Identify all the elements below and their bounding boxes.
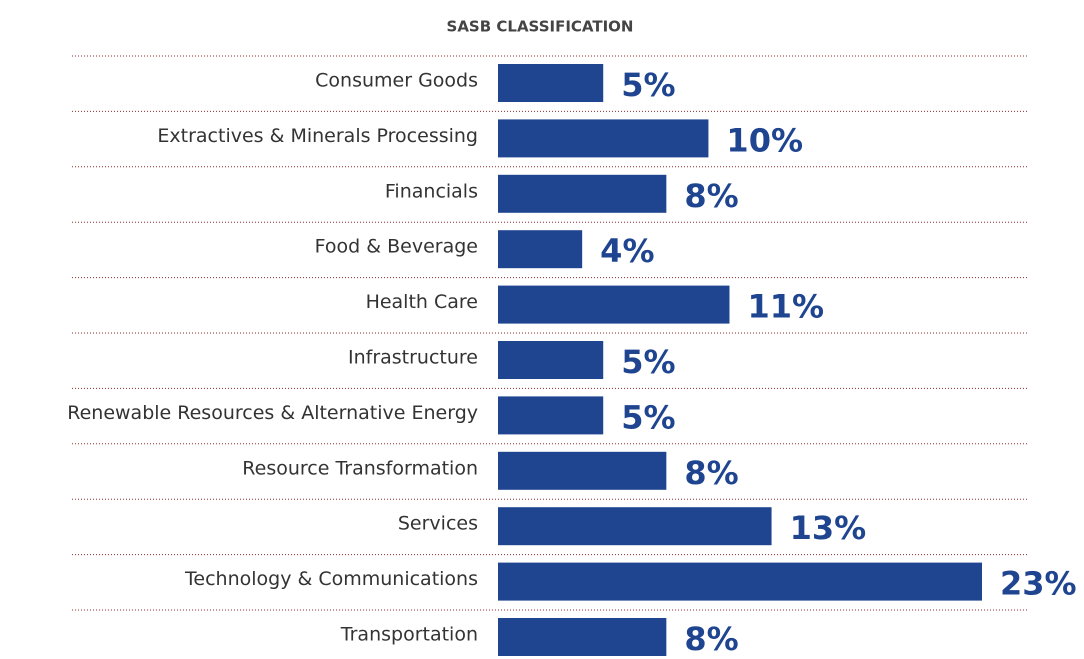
value-label: 8% <box>684 177 738 215</box>
value-label: 5% <box>621 343 675 381</box>
value-label: 5% <box>621 398 675 436</box>
category-label: Resource Transformation <box>242 457 478 479</box>
chart-title: SASB CLASSIFICATION <box>447 18 634 36</box>
bar <box>498 507 772 546</box>
bar <box>498 562 982 601</box>
value-label: 11% <box>747 288 824 326</box>
value-label: 23% <box>1000 565 1077 603</box>
value-label: 10% <box>726 121 803 159</box>
value-label: 4% <box>600 232 654 270</box>
category-label: Financials <box>385 180 478 202</box>
value-label: 8% <box>684 620 738 658</box>
bar <box>498 341 604 379</box>
bar <box>498 174 667 213</box>
category-label: Transportation <box>340 624 478 646</box>
value-label: 5% <box>621 66 675 104</box>
bar <box>498 618 667 656</box>
bar <box>498 451 667 490</box>
value-label: 8% <box>684 454 738 492</box>
category-label: Food & Beverage <box>315 236 478 258</box>
bar <box>498 285 730 324</box>
category-label: Infrastructure <box>348 347 478 369</box>
category-label: Extractives & Minerals Processing <box>157 125 478 147</box>
category-label: Services <box>398 513 478 535</box>
bar <box>498 64 604 102</box>
category-label: Consumer Goods <box>315 70 478 92</box>
value-label: 13% <box>790 509 867 547</box>
category-label: Renewable Resources & Alternative Energy <box>67 402 478 424</box>
bar <box>498 396 604 435</box>
bar <box>498 230 583 269</box>
category-label: Technology & Communications <box>184 568 478 590</box>
category-label: Health Care <box>366 291 478 313</box>
bar <box>498 119 709 158</box>
